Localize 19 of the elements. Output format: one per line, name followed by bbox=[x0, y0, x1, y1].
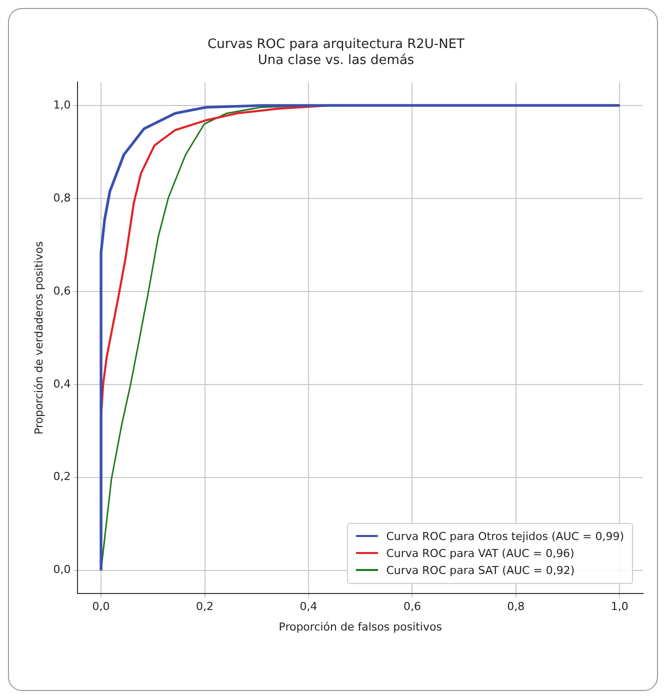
y-tick-label: 0,8 bbox=[53, 191, 71, 204]
y-tick-label: 0,4 bbox=[53, 377, 71, 390]
y-axis-title: Proporción de verdaderos positivos bbox=[32, 241, 46, 434]
y-tick-label: 0,0 bbox=[53, 563, 71, 576]
legend-label: Curva ROC para VAT (AUC = 0,96) bbox=[386, 546, 574, 562]
x-tick-label: 0,0 bbox=[92, 600, 110, 614]
chart-subtitle: Una clase vs. las demás bbox=[258, 52, 414, 68]
x-tick-label: 1,0 bbox=[610, 600, 628, 614]
x-tick-label: 0,8 bbox=[507, 600, 525, 614]
chart-title: Curvas ROC para arquitectura R2U-NET bbox=[208, 37, 465, 52]
x-tick-label: 0,2 bbox=[196, 600, 214, 614]
x-tick-label: 0,4 bbox=[300, 600, 318, 614]
y-tick-label: 0,6 bbox=[53, 284, 71, 298]
x-axis-title: Proporción de falsos positivos bbox=[278, 620, 442, 634]
legend-label: Curva ROC para SAT (AUC = 0,92) bbox=[386, 562, 575, 579]
y-tick-label: 1,0 bbox=[53, 98, 71, 112]
x-tick-label: 0,6 bbox=[403, 600, 421, 614]
y-tick-label: 0,2 bbox=[53, 470, 71, 484]
legend-label: Curva ROC para Otros tejidos (AUC = 0,99) bbox=[386, 528, 624, 545]
